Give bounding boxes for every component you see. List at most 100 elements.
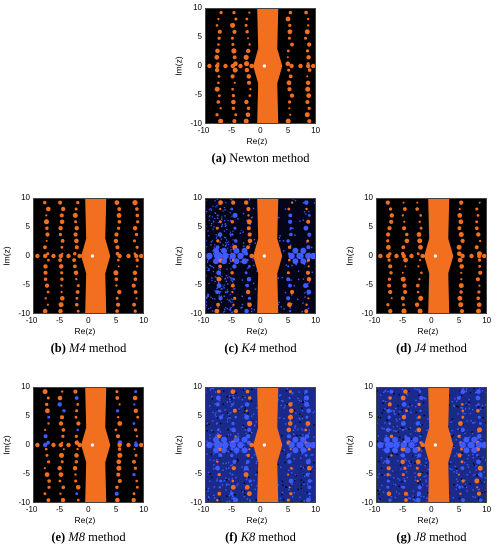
basin-bulb (418, 295, 424, 301)
basin-speck (221, 216, 223, 218)
basin-speck (230, 250, 232, 252)
basin-speck (235, 392, 237, 394)
y-tick-label: -5 (194, 90, 202, 99)
basin-bulb (390, 454, 393, 457)
basin-bulb (248, 479, 252, 483)
basin-speck (486, 455, 487, 457)
basin-speck (241, 490, 243, 492)
basin-speck (231, 261, 233, 263)
basin-bulb (135, 479, 138, 483)
basin-speck (218, 220, 220, 222)
basin-speck (421, 424, 423, 426)
basin-bulb (58, 264, 64, 269)
basin-speck (221, 288, 223, 290)
y-tick-label: -10 (190, 119, 202, 128)
basin-speck (313, 501, 316, 503)
basin-bulb (305, 207, 308, 211)
basin-bulb (246, 453, 250, 458)
basin-speck (226, 401, 228, 403)
basin-speck (376, 440, 379, 442)
basin-speck (225, 242, 227, 244)
basin-bulb (417, 453, 422, 458)
basin-bulb (216, 276, 222, 282)
basin-speck (416, 463, 419, 465)
basin-bulb (305, 415, 309, 419)
x-tick-label: 5 (456, 505, 462, 514)
basin-speck (245, 427, 247, 429)
x-axis-label: Re(z) (74, 515, 96, 525)
basin-bulb (416, 201, 419, 204)
basin-speck (220, 410, 222, 412)
basin-bulb (246, 207, 251, 211)
basin-speck (230, 298, 232, 300)
basin-speck (229, 212, 231, 214)
basin-bulb (419, 396, 424, 400)
panel-caption: (b) M4 method (9, 341, 169, 356)
basin-bulb (287, 459, 292, 464)
basin-speck (213, 468, 215, 470)
basin-speck (384, 408, 386, 410)
axis-bulb (420, 253, 425, 259)
basin-bulb (73, 252, 77, 256)
basin-speck (400, 486, 403, 488)
basin-speck (283, 308, 285, 310)
basin-speck (298, 391, 300, 393)
basin-speck (277, 398, 279, 401)
basin-speck (244, 407, 246, 409)
basin-speck (479, 458, 481, 461)
x-tick-label: 5 (456, 316, 462, 325)
basin-bulb (232, 29, 237, 34)
basin-bulb (244, 99, 249, 105)
basin-bulb (131, 283, 136, 288)
x-tick-label: 0 (86, 505, 91, 514)
basin-speck (211, 240, 213, 242)
basin-bulb (479, 498, 483, 502)
basin-bulb (419, 435, 422, 438)
basin-bulb (476, 214, 480, 217)
basin-speck (238, 408, 240, 410)
basin-speck (228, 243, 230, 246)
basin-speck (307, 216, 309, 218)
axis-bulb (117, 442, 122, 448)
basin-bulb (136, 220, 140, 224)
caption-letter: (d) (396, 341, 412, 355)
basin-speck (207, 487, 210, 490)
basin-bulb (46, 440, 50, 445)
x-tick-label: -10 (197, 505, 210, 514)
basin-bulb (43, 434, 48, 439)
basin-speck (289, 419, 291, 421)
basin-bulb (115, 396, 120, 400)
basin-speck (213, 226, 215, 228)
basin-speck (301, 311, 303, 313)
basin-speck (217, 409, 219, 411)
basin-speck (206, 453, 208, 455)
axis-bulb (51, 253, 56, 259)
basin-speck (401, 502, 403, 503)
basin-bulb (74, 453, 79, 458)
basin-bulb (134, 232, 139, 237)
basin-bulb (460, 389, 466, 394)
basin-speck (307, 285, 309, 288)
basin-bulb (217, 17, 220, 21)
y-tick-label: 0 (197, 61, 202, 70)
basin-speck (314, 415, 316, 417)
basin-bulb (133, 277, 138, 281)
basin-speck (302, 467, 305, 469)
basin-speck (394, 496, 396, 499)
basin-speck (212, 411, 214, 414)
basin-speck (459, 436, 461, 439)
basin-speck (420, 433, 423, 436)
basin-speck (291, 483, 293, 485)
y-tick-label: 0 (368, 440, 373, 449)
basin-bulb (45, 226, 49, 230)
basin-speck (483, 471, 485, 473)
basin-bulb (247, 491, 252, 497)
basin-speck (281, 400, 283, 402)
basin-bulb (306, 245, 311, 250)
basin-bulb (117, 265, 120, 268)
basin-speck (447, 425, 449, 427)
basin-bulb (245, 17, 249, 21)
axis-bulb (298, 63, 303, 69)
basin-speck (248, 199, 251, 201)
basin-speck (231, 212, 233, 215)
